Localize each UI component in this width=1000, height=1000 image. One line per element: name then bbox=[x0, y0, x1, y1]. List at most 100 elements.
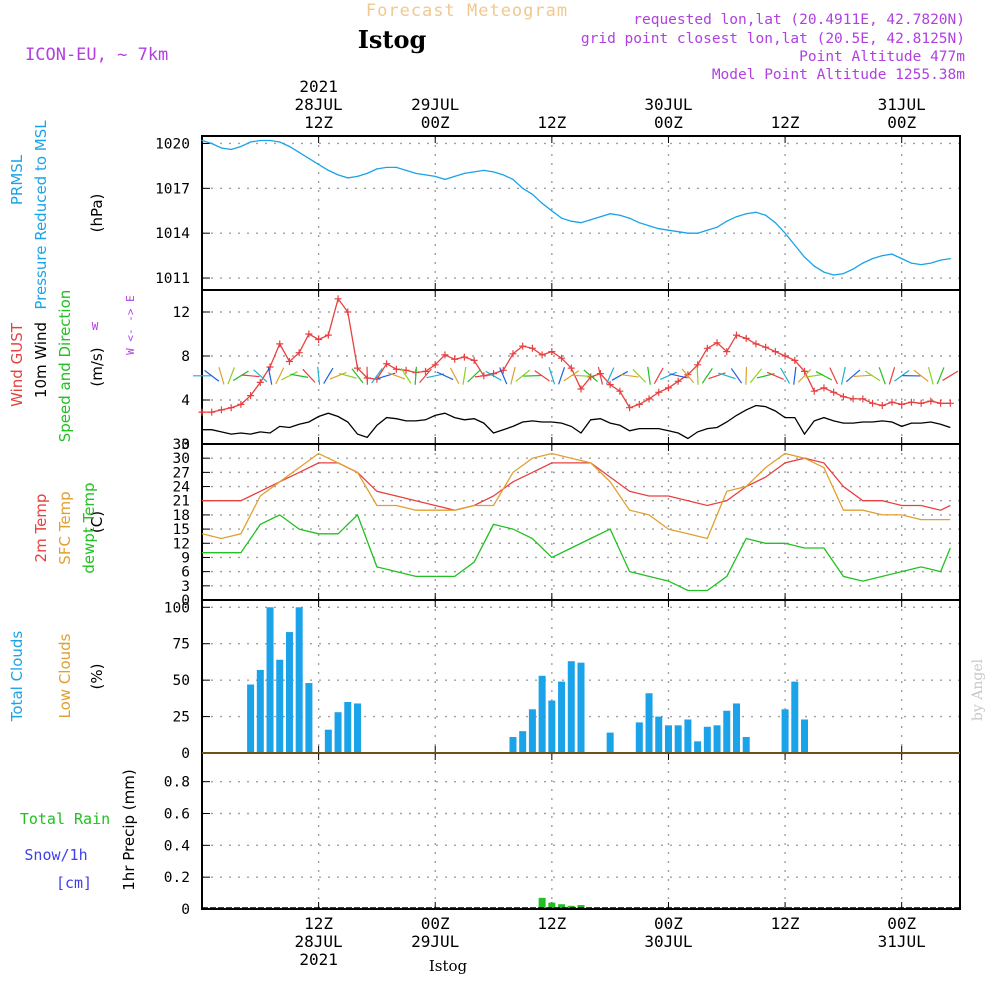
y-tick-label: 27 bbox=[173, 465, 190, 481]
gust-point bbox=[402, 366, 410, 374]
wind-arrow bbox=[485, 370, 502, 381]
wind-arrow bbox=[632, 369, 647, 383]
wind-arrow bbox=[474, 374, 493, 378]
wind10m-label: 10m Wind bbox=[32, 322, 50, 398]
pressure-point bbox=[570, 220, 572, 222]
y-tick-label: 4 bbox=[181, 393, 190, 409]
wind-arrow bbox=[329, 371, 347, 380]
wind-arrow bbox=[419, 368, 432, 383]
gust-label: Wind GUST bbox=[8, 322, 26, 407]
gust-point bbox=[781, 352, 789, 360]
info-line: Point Altitude 477m bbox=[799, 49, 965, 65]
cloud-bar bbox=[723, 710, 731, 752]
gust-point bbox=[451, 355, 459, 363]
cloud-bar bbox=[645, 693, 653, 752]
wind-arrow bbox=[669, 373, 688, 379]
pressure-point bbox=[463, 172, 465, 174]
gust-point bbox=[907, 398, 915, 406]
wind-arrow bbox=[611, 370, 629, 381]
temp-series-line-2 bbox=[202, 513, 951, 592]
wind-arrow bbox=[730, 368, 743, 384]
wind-arrow bbox=[583, 369, 598, 383]
top-time-label: 2021 bbox=[299, 77, 338, 96]
pressure-point bbox=[434, 175, 436, 177]
gust-point bbox=[674, 377, 682, 385]
wind-arrow bbox=[894, 370, 910, 382]
model-label: ICON-EU, ~ 7km bbox=[25, 45, 168, 65]
y-tick-label: 100 bbox=[164, 600, 190, 616]
cloud-bar bbox=[509, 736, 517, 752]
cloud-bar bbox=[276, 659, 284, 752]
rain-bar bbox=[567, 905, 575, 908]
cloud-bar bbox=[664, 725, 672, 752]
gust-point bbox=[198, 408, 206, 416]
pressure-point bbox=[386, 166, 388, 168]
wind-arrow bbox=[913, 369, 929, 382]
gust-point bbox=[752, 340, 760, 348]
wind-arrow bbox=[605, 367, 615, 385]
gust-point bbox=[315, 336, 323, 343]
pressure-point bbox=[910, 262, 913, 264]
gust-point bbox=[801, 367, 809, 375]
gust-point bbox=[684, 371, 692, 379]
precip-label: 1hr Precip (mm) bbox=[120, 769, 138, 890]
top-time-label: 12Z bbox=[537, 113, 566, 132]
wind-arrow bbox=[840, 366, 846, 385]
cloud-bar bbox=[295, 607, 303, 752]
wind-arrow bbox=[218, 366, 225, 385]
wind-arrow bbox=[436, 371, 454, 381]
wind-arrow bbox=[805, 373, 824, 378]
wind-arrow bbox=[878, 367, 886, 385]
pressure-point bbox=[502, 174, 504, 176]
sfc-temp-label: SFC Temp bbox=[56, 491, 74, 564]
wind-arrow bbox=[766, 371, 784, 380]
gust-point bbox=[247, 392, 255, 400]
cloud-bar bbox=[635, 722, 643, 752]
y-tick-label: 9 bbox=[181, 550, 190, 566]
pressure-point bbox=[939, 259, 942, 261]
wind-arrow bbox=[400, 367, 412, 384]
cloud-bar bbox=[528, 709, 536, 752]
y-tick-label: 33 bbox=[173, 437, 190, 453]
pressure-point bbox=[483, 169, 485, 171]
gust-point bbox=[937, 399, 945, 407]
cloud-bar bbox=[781, 709, 789, 752]
snow-unit-legend: [cm] bbox=[56, 874, 92, 892]
pressure-point bbox=[813, 265, 815, 267]
pressure-point bbox=[862, 262, 864, 264]
cloud-bar bbox=[703, 726, 711, 752]
wind-arrow bbox=[597, 366, 604, 385]
watermark: by Angel bbox=[970, 658, 986, 721]
bottom-time-label: 31JUL bbox=[878, 932, 926, 951]
temp-series-line-0 bbox=[202, 457, 951, 511]
cloud-bar bbox=[353, 703, 361, 752]
gust-point bbox=[305, 330, 313, 338]
y-tick-label: 30 bbox=[173, 451, 190, 467]
cloud-bar bbox=[606, 732, 614, 752]
gust-point bbox=[626, 404, 634, 412]
temp2m-label: 2m Temp bbox=[32, 494, 50, 563]
cloud-bar bbox=[713, 725, 721, 752]
wind-arrow bbox=[864, 370, 881, 382]
y-tick-label: 0.4 bbox=[164, 838, 190, 854]
wind-arrow bbox=[253, 369, 268, 383]
y-tick-label: 0 bbox=[181, 746, 190, 762]
pressure-point bbox=[201, 139, 203, 142]
bottom-time-label: 00Z bbox=[654, 914, 683, 933]
pressure-point bbox=[308, 157, 310, 160]
bottom-time-label: 30JUL bbox=[644, 932, 692, 951]
wind-arrow bbox=[414, 366, 418, 385]
wind-arrow bbox=[620, 373, 639, 378]
pressure-point bbox=[531, 193, 534, 195]
cloud-bar bbox=[577, 662, 585, 752]
pressure-point bbox=[279, 141, 281, 143]
top-time-label: 12Z bbox=[771, 113, 800, 132]
y-tick-label: 0.6 bbox=[164, 806, 190, 822]
cloud-bar bbox=[655, 716, 663, 752]
wind-arrow bbox=[681, 368, 695, 384]
wind-arrow bbox=[227, 367, 235, 385]
gust-point bbox=[470, 356, 478, 364]
pressure-point bbox=[288, 145, 291, 148]
wind-arrow bbox=[275, 367, 285, 385]
